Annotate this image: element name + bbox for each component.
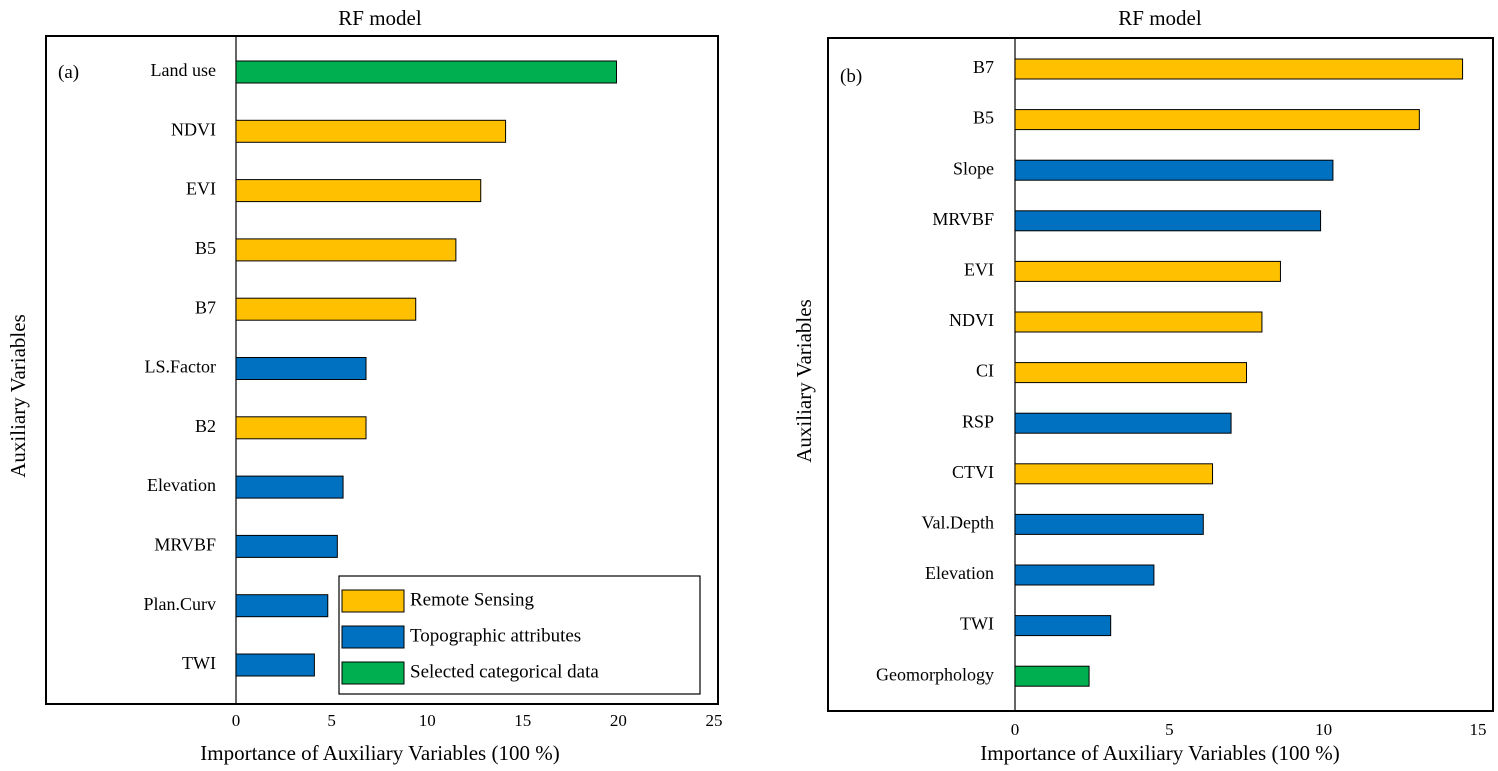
category-label: Plan.Curv xyxy=(143,594,216,614)
category-label: Geomorphology xyxy=(876,664,994,684)
category-label: NDVI xyxy=(949,310,994,330)
bar xyxy=(1014,159,1334,181)
category-label: MRVBF xyxy=(154,535,216,555)
bar xyxy=(1014,210,1322,232)
bar xyxy=(1014,615,1112,637)
x-tick-label: 0 xyxy=(232,711,241,730)
chart-b: RF model (b) Auxiliary Variables Importance… xyxy=(792,6,1494,765)
category-label: B5 xyxy=(973,108,994,128)
panel-label: (b) xyxy=(840,66,862,87)
category-label: MRVBF xyxy=(932,209,994,229)
category-label: LS.Factor xyxy=(145,357,217,377)
x-tick-label: 20 xyxy=(610,711,627,730)
x-tick-label: 25 xyxy=(706,711,723,730)
bar xyxy=(1014,260,1281,282)
legend-entry-label: Remote Sensing xyxy=(410,589,535,610)
plot-frame xyxy=(827,37,1494,712)
panel-label: (a) xyxy=(58,62,79,83)
chart-title: RF model xyxy=(1118,6,1202,30)
category-label: B7 xyxy=(973,57,994,77)
x-axis-label: Importance of Auxiliary Variables (100 %… xyxy=(980,741,1339,765)
chart-title: RF model xyxy=(338,6,422,30)
category-label: Elevation xyxy=(925,563,994,583)
bar xyxy=(235,119,507,143)
category-label: TWI xyxy=(960,614,994,634)
bar xyxy=(1014,362,1247,384)
category-label: Land use xyxy=(151,60,216,80)
category-label: B5 xyxy=(195,238,216,258)
bar xyxy=(235,238,457,262)
category-label: B2 xyxy=(195,416,216,436)
category-label: CTVI xyxy=(952,462,994,482)
bar xyxy=(235,179,482,203)
category-label: Slope xyxy=(953,158,994,178)
plot-frame xyxy=(45,35,719,705)
legend-entry-label: Selected categorical data xyxy=(410,661,599,682)
bar xyxy=(1014,58,1464,80)
legend-entry-label: Topographic attributes xyxy=(410,625,581,646)
category-label: Val.Depth xyxy=(922,513,994,533)
y-axis-label: Auxiliary Variables xyxy=(792,299,816,463)
bar xyxy=(1014,513,1204,535)
bar xyxy=(235,297,417,321)
bar xyxy=(1014,311,1263,333)
category-label: Elevation xyxy=(147,475,216,495)
category-label: TWI xyxy=(182,653,216,673)
bar xyxy=(235,653,315,677)
bar xyxy=(235,475,344,499)
legend-swatch xyxy=(341,625,405,649)
legend-swatch xyxy=(341,589,405,613)
x-tick-label: 15 xyxy=(514,711,531,730)
bar xyxy=(1014,665,1090,687)
category-label: EVI xyxy=(186,179,216,199)
legend-swatch xyxy=(341,661,405,685)
bar xyxy=(1014,564,1155,586)
bar xyxy=(235,534,338,558)
x-tick-label: 10 xyxy=(419,711,436,730)
bar xyxy=(1014,463,1214,485)
x-tick-label: 15 xyxy=(1470,720,1487,739)
bar xyxy=(1014,412,1232,434)
bar xyxy=(235,594,329,618)
x-tick-label: 5 xyxy=(327,711,336,730)
bar xyxy=(235,60,617,84)
legend: Remote Sensing Topographic attributes Sele… xyxy=(338,575,701,695)
chart-a: RF model (a) Auxiliary Variables Importance… xyxy=(6,6,723,765)
x-tick-label: 0 xyxy=(1011,720,1020,739)
category-label: RSP xyxy=(962,411,994,431)
bar xyxy=(235,416,367,440)
category-label: NDVI xyxy=(171,119,216,139)
x-tick-label: 10 xyxy=(1315,720,1332,739)
category-label: CI xyxy=(976,361,994,381)
x-tick-label: 5 xyxy=(1165,720,1174,739)
bar xyxy=(235,357,367,380)
category-label: EVI xyxy=(964,260,994,280)
x-axis-label: Importance of Auxiliary Variables (100 %… xyxy=(200,741,559,765)
y-axis-label: Auxiliary Variables xyxy=(6,314,30,478)
category-label: B7 xyxy=(195,297,216,317)
bar xyxy=(1014,109,1420,131)
